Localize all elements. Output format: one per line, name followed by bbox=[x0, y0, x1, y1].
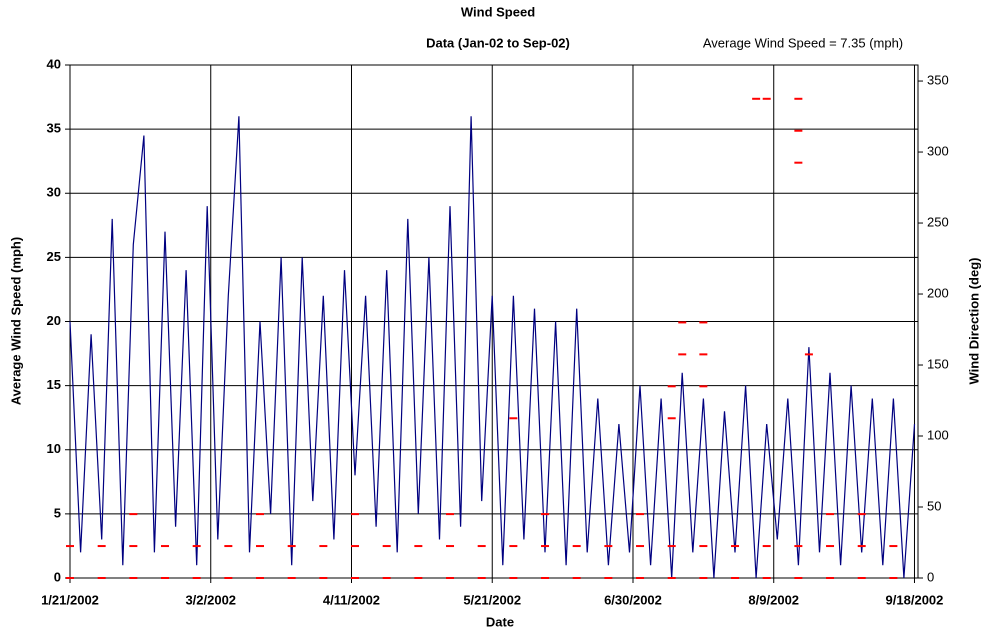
x-tick-label: 6/30/2002 bbox=[604, 592, 662, 607]
y2-tick-label: 350 bbox=[927, 72, 949, 87]
y-tick-label: 10 bbox=[47, 441, 61, 456]
y-tick-label: 25 bbox=[47, 249, 61, 264]
y-tick-label: 35 bbox=[47, 121, 61, 136]
x-tick-label: 3/2/2002 bbox=[185, 592, 236, 607]
y2-tick-label: 0 bbox=[927, 569, 934, 584]
y-tick-label: 40 bbox=[47, 56, 61, 71]
x-tick-label: 8/9/2002 bbox=[748, 592, 799, 607]
x-tick-label: 5/21/2002 bbox=[463, 592, 521, 607]
y2-tick-label: 300 bbox=[927, 143, 949, 158]
y-tick-label: 15 bbox=[47, 377, 61, 392]
chart-title: Wind Speed bbox=[461, 4, 535, 19]
y2-axis-label: Wind Direction (deg) bbox=[966, 258, 981, 385]
annotation: Average Wind Speed = 7.35 (mph) bbox=[703, 35, 903, 50]
chart-subtitle: Data (Jan-02 to Sep-02) bbox=[426, 35, 570, 50]
y2-tick-label: 250 bbox=[927, 214, 949, 229]
y-tick-label: 30 bbox=[47, 185, 61, 200]
y2-tick-label: 150 bbox=[927, 356, 949, 371]
x-tick-label: 4/11/2002 bbox=[323, 592, 380, 607]
y-tick-label: 5 bbox=[54, 505, 61, 520]
y-tick-label: 0 bbox=[54, 569, 61, 584]
y2-tick-label: 200 bbox=[927, 285, 949, 300]
y2-tick-label: 100 bbox=[927, 427, 949, 442]
x-tick-label: 1/21/2002 bbox=[41, 592, 99, 607]
x-tick-label: 9/18/2002 bbox=[886, 592, 944, 607]
y2-tick-label: 50 bbox=[927, 498, 941, 513]
x-axis-label: Date bbox=[486, 614, 514, 629]
y-tick-label: 20 bbox=[47, 313, 61, 328]
y-axis-label: Average Wind Speed (mph) bbox=[8, 237, 23, 405]
speed-line bbox=[69, 116, 916, 579]
